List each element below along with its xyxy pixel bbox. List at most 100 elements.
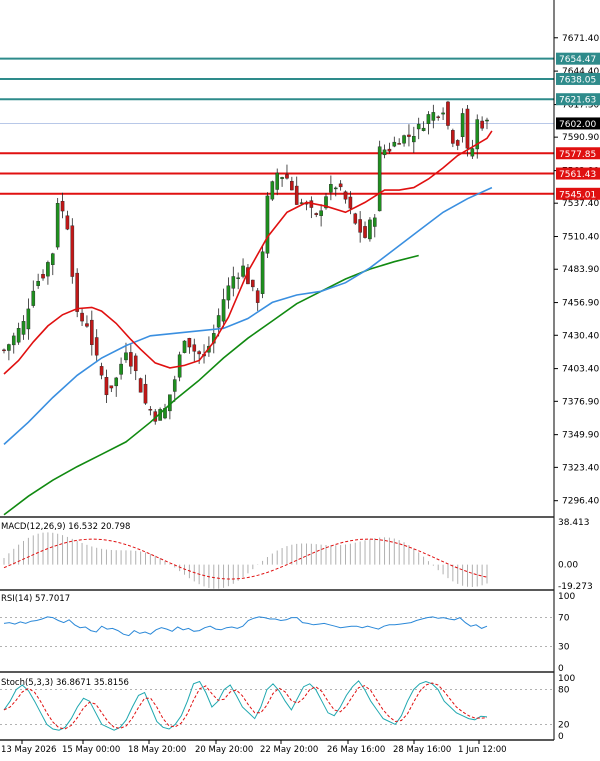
rsi-label: RSI(14) 57.7017 xyxy=(1,594,70,604)
candle-body xyxy=(348,196,353,209)
rsi-tick-label: 30 xyxy=(558,642,570,652)
candle-body xyxy=(275,172,280,190)
candle-body xyxy=(475,119,480,150)
candle-body xyxy=(251,279,255,288)
candle-body xyxy=(60,200,65,212)
candle-body xyxy=(416,123,421,130)
candle-body xyxy=(80,312,84,322)
stoch-tick-label: 0 xyxy=(558,732,564,742)
candle-body xyxy=(343,191,348,200)
candle-body xyxy=(187,337,192,348)
price-tick-label: 7296.40 xyxy=(562,497,599,507)
stoch-label: Stoch(5,3,3) 36.8671 35.8156 xyxy=(1,678,129,688)
candle-body xyxy=(470,148,475,157)
candle-body xyxy=(460,113,465,138)
candle-body xyxy=(485,119,489,122)
price-tick-label: 7323.40 xyxy=(562,463,599,473)
price-tick-label: 7403.40 xyxy=(562,365,599,375)
candle-body xyxy=(46,262,50,277)
macd-signal-line xyxy=(3,538,488,580)
stoch-tick-label: 80 xyxy=(558,686,570,696)
candle-body xyxy=(85,323,89,327)
candle-body xyxy=(2,349,6,352)
candle-body xyxy=(70,225,75,277)
candle-body xyxy=(265,195,270,254)
level-label-box xyxy=(556,93,600,106)
price-tick-label: 7456.90 xyxy=(562,299,599,309)
price-tick-label: 7617.30 xyxy=(562,101,599,111)
candle-body xyxy=(455,140,460,146)
candle-body xyxy=(421,127,426,131)
x-tick-label: 13 May 2026 xyxy=(1,745,56,755)
candle-body xyxy=(90,319,94,345)
candle-body xyxy=(363,226,367,238)
candle-body xyxy=(358,219,362,233)
candle-body xyxy=(7,344,11,351)
candle-body xyxy=(368,219,372,240)
candle-body xyxy=(11,335,16,346)
candle-body xyxy=(109,385,114,389)
candle-body xyxy=(129,352,133,367)
candle-body xyxy=(41,274,45,279)
price-tick-label: 7376.90 xyxy=(562,397,599,407)
candle-body xyxy=(21,321,26,335)
candle-body xyxy=(114,377,119,387)
ma-mid-line xyxy=(3,186,493,445)
level-label: 7638.05 xyxy=(559,75,596,85)
candle-body xyxy=(226,285,231,301)
candle-body xyxy=(465,108,470,149)
candle-body xyxy=(148,408,153,411)
candle-body xyxy=(216,315,221,328)
candle-body xyxy=(285,174,289,179)
current-price-label: 7602.00 xyxy=(559,120,596,130)
candle-body xyxy=(392,141,397,147)
ma-fast-line xyxy=(3,130,493,375)
candle-body xyxy=(221,299,226,322)
candle-body xyxy=(397,143,401,145)
candle-body xyxy=(314,213,319,215)
macd-label: MACD(12,26,9) 16.532 20.798 xyxy=(1,522,130,532)
stoch-tick-label: 20 xyxy=(558,720,570,730)
candle-body xyxy=(372,217,377,227)
level-label: 7545.01 xyxy=(559,190,596,200)
candle-body xyxy=(431,112,436,121)
candle-body xyxy=(124,352,128,361)
candle-body xyxy=(75,272,79,312)
price-tick-label: 7537.40 xyxy=(562,199,599,209)
current-price-box xyxy=(556,117,600,130)
x-tick-label: 15 May 00:00 xyxy=(62,745,120,755)
price-tick-label: 7671.40 xyxy=(562,34,599,44)
candle-body xyxy=(407,134,411,137)
candle-body xyxy=(197,351,201,355)
price-tick-label: 7349.90 xyxy=(562,431,599,441)
price-tick-label: 7644.40 xyxy=(562,67,599,77)
candle-body xyxy=(31,290,36,306)
candle-body xyxy=(402,135,406,144)
candle-body xyxy=(299,202,304,204)
level-label-box xyxy=(556,72,600,85)
candle-body xyxy=(451,130,455,144)
rsi-line xyxy=(3,616,488,637)
candle-body xyxy=(119,363,123,375)
candle-body xyxy=(192,344,197,352)
price-tick-label: 7510.40 xyxy=(562,233,599,243)
candle-body xyxy=(446,101,450,126)
candle-body xyxy=(231,276,236,289)
x-tick-label: 18 May 20:00 xyxy=(128,745,186,755)
candle-body xyxy=(138,378,143,393)
macd-tick-label: 0.00 xyxy=(558,561,578,571)
candle-body xyxy=(133,355,138,372)
stoch-k-line xyxy=(3,680,488,731)
rsi-tick-label: 100 xyxy=(558,592,575,602)
candle-body xyxy=(412,135,416,143)
candle-body xyxy=(480,120,484,129)
x-tick-label: 26 May 16:00 xyxy=(327,745,385,755)
x-tick-label: 28 May 16:00 xyxy=(393,745,451,755)
level-label: 7577.85 xyxy=(559,150,596,160)
rsi-tick-label: 70 xyxy=(558,614,570,624)
candle-body xyxy=(36,281,40,286)
level-label: 7621.63 xyxy=(559,96,596,106)
candle-body xyxy=(329,184,333,193)
candle-body xyxy=(104,377,109,396)
